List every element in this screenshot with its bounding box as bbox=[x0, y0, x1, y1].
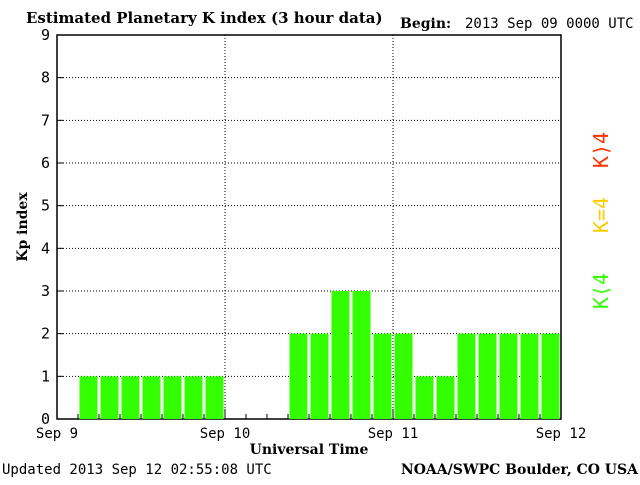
kp-bar bbox=[457, 333, 476, 419]
y-tick-label: 5 bbox=[41, 197, 50, 215]
kp-bar bbox=[121, 376, 140, 419]
kp-bar bbox=[478, 333, 497, 419]
y-axis-label: Kp index bbox=[15, 192, 31, 262]
kp-bar bbox=[184, 376, 203, 419]
legend-k-equal-4: K=4 bbox=[589, 197, 613, 233]
updated-timestamp: Updated 2013 Sep 12 02:55:08 UTC bbox=[2, 462, 272, 478]
y-tick-label: 2 bbox=[41, 325, 50, 343]
x-tick-label: Sep 9 bbox=[36, 426, 78, 442]
kp-bar bbox=[79, 376, 98, 419]
y-axis-ticks: 0 1 2 3 4 5 6 7 8 9 bbox=[41, 26, 63, 428]
kp-bar bbox=[436, 376, 455, 419]
source-credit: NOAA/SWPC Boulder, CO USA bbox=[401, 462, 639, 478]
kp-bar bbox=[205, 376, 224, 419]
kp-bar bbox=[289, 333, 308, 419]
y-tick-label: 3 bbox=[41, 282, 50, 300]
kp-bar bbox=[520, 333, 539, 419]
y-tick-label: 4 bbox=[41, 239, 50, 257]
y-tick-label: 1 bbox=[41, 367, 50, 385]
bars bbox=[79, 291, 560, 419]
y-tick-label: 7 bbox=[41, 111, 50, 129]
legend-k-greater-4: K⟩4 bbox=[589, 132, 613, 168]
kp-bar bbox=[331, 291, 350, 419]
grid-lines bbox=[57, 35, 561, 419]
kp-bar bbox=[499, 333, 518, 419]
legend-k-less-4: K⟨4 bbox=[589, 273, 613, 309]
plot-frame bbox=[56, 34, 562, 420]
chart-title: Estimated Planetary K index (3 hour data… bbox=[26, 9, 383, 27]
kp-bar bbox=[373, 333, 392, 419]
y-tick-label: 0 bbox=[41, 410, 50, 428]
kp-bar bbox=[541, 333, 560, 419]
x-tick-label: Sep 12 bbox=[536, 426, 587, 442]
y-tick-label: 8 bbox=[41, 69, 50, 87]
kp-bar bbox=[352, 291, 371, 419]
y-tick-label: 6 bbox=[41, 154, 50, 172]
kp-bar bbox=[100, 376, 119, 419]
kp-bar bbox=[394, 333, 413, 419]
kp-bar bbox=[163, 376, 182, 419]
begin-label: Begin: bbox=[400, 16, 451, 32]
x-tick-label: Sep 10 bbox=[200, 426, 251, 442]
x-axis-ticks: Sep 9 Sep 10 Sep 11 Sep 12 bbox=[36, 409, 586, 442]
kp-bar bbox=[142, 376, 161, 419]
x-tick-label: Sep 11 bbox=[368, 426, 419, 442]
begin-value: 2013 Sep 09 0000 UTC bbox=[465, 16, 634, 32]
kp-bar bbox=[415, 376, 434, 419]
kp-bar bbox=[310, 333, 329, 419]
x-axis-label: Universal Time bbox=[250, 442, 369, 458]
y-tick-label: 9 bbox=[41, 26, 50, 44]
